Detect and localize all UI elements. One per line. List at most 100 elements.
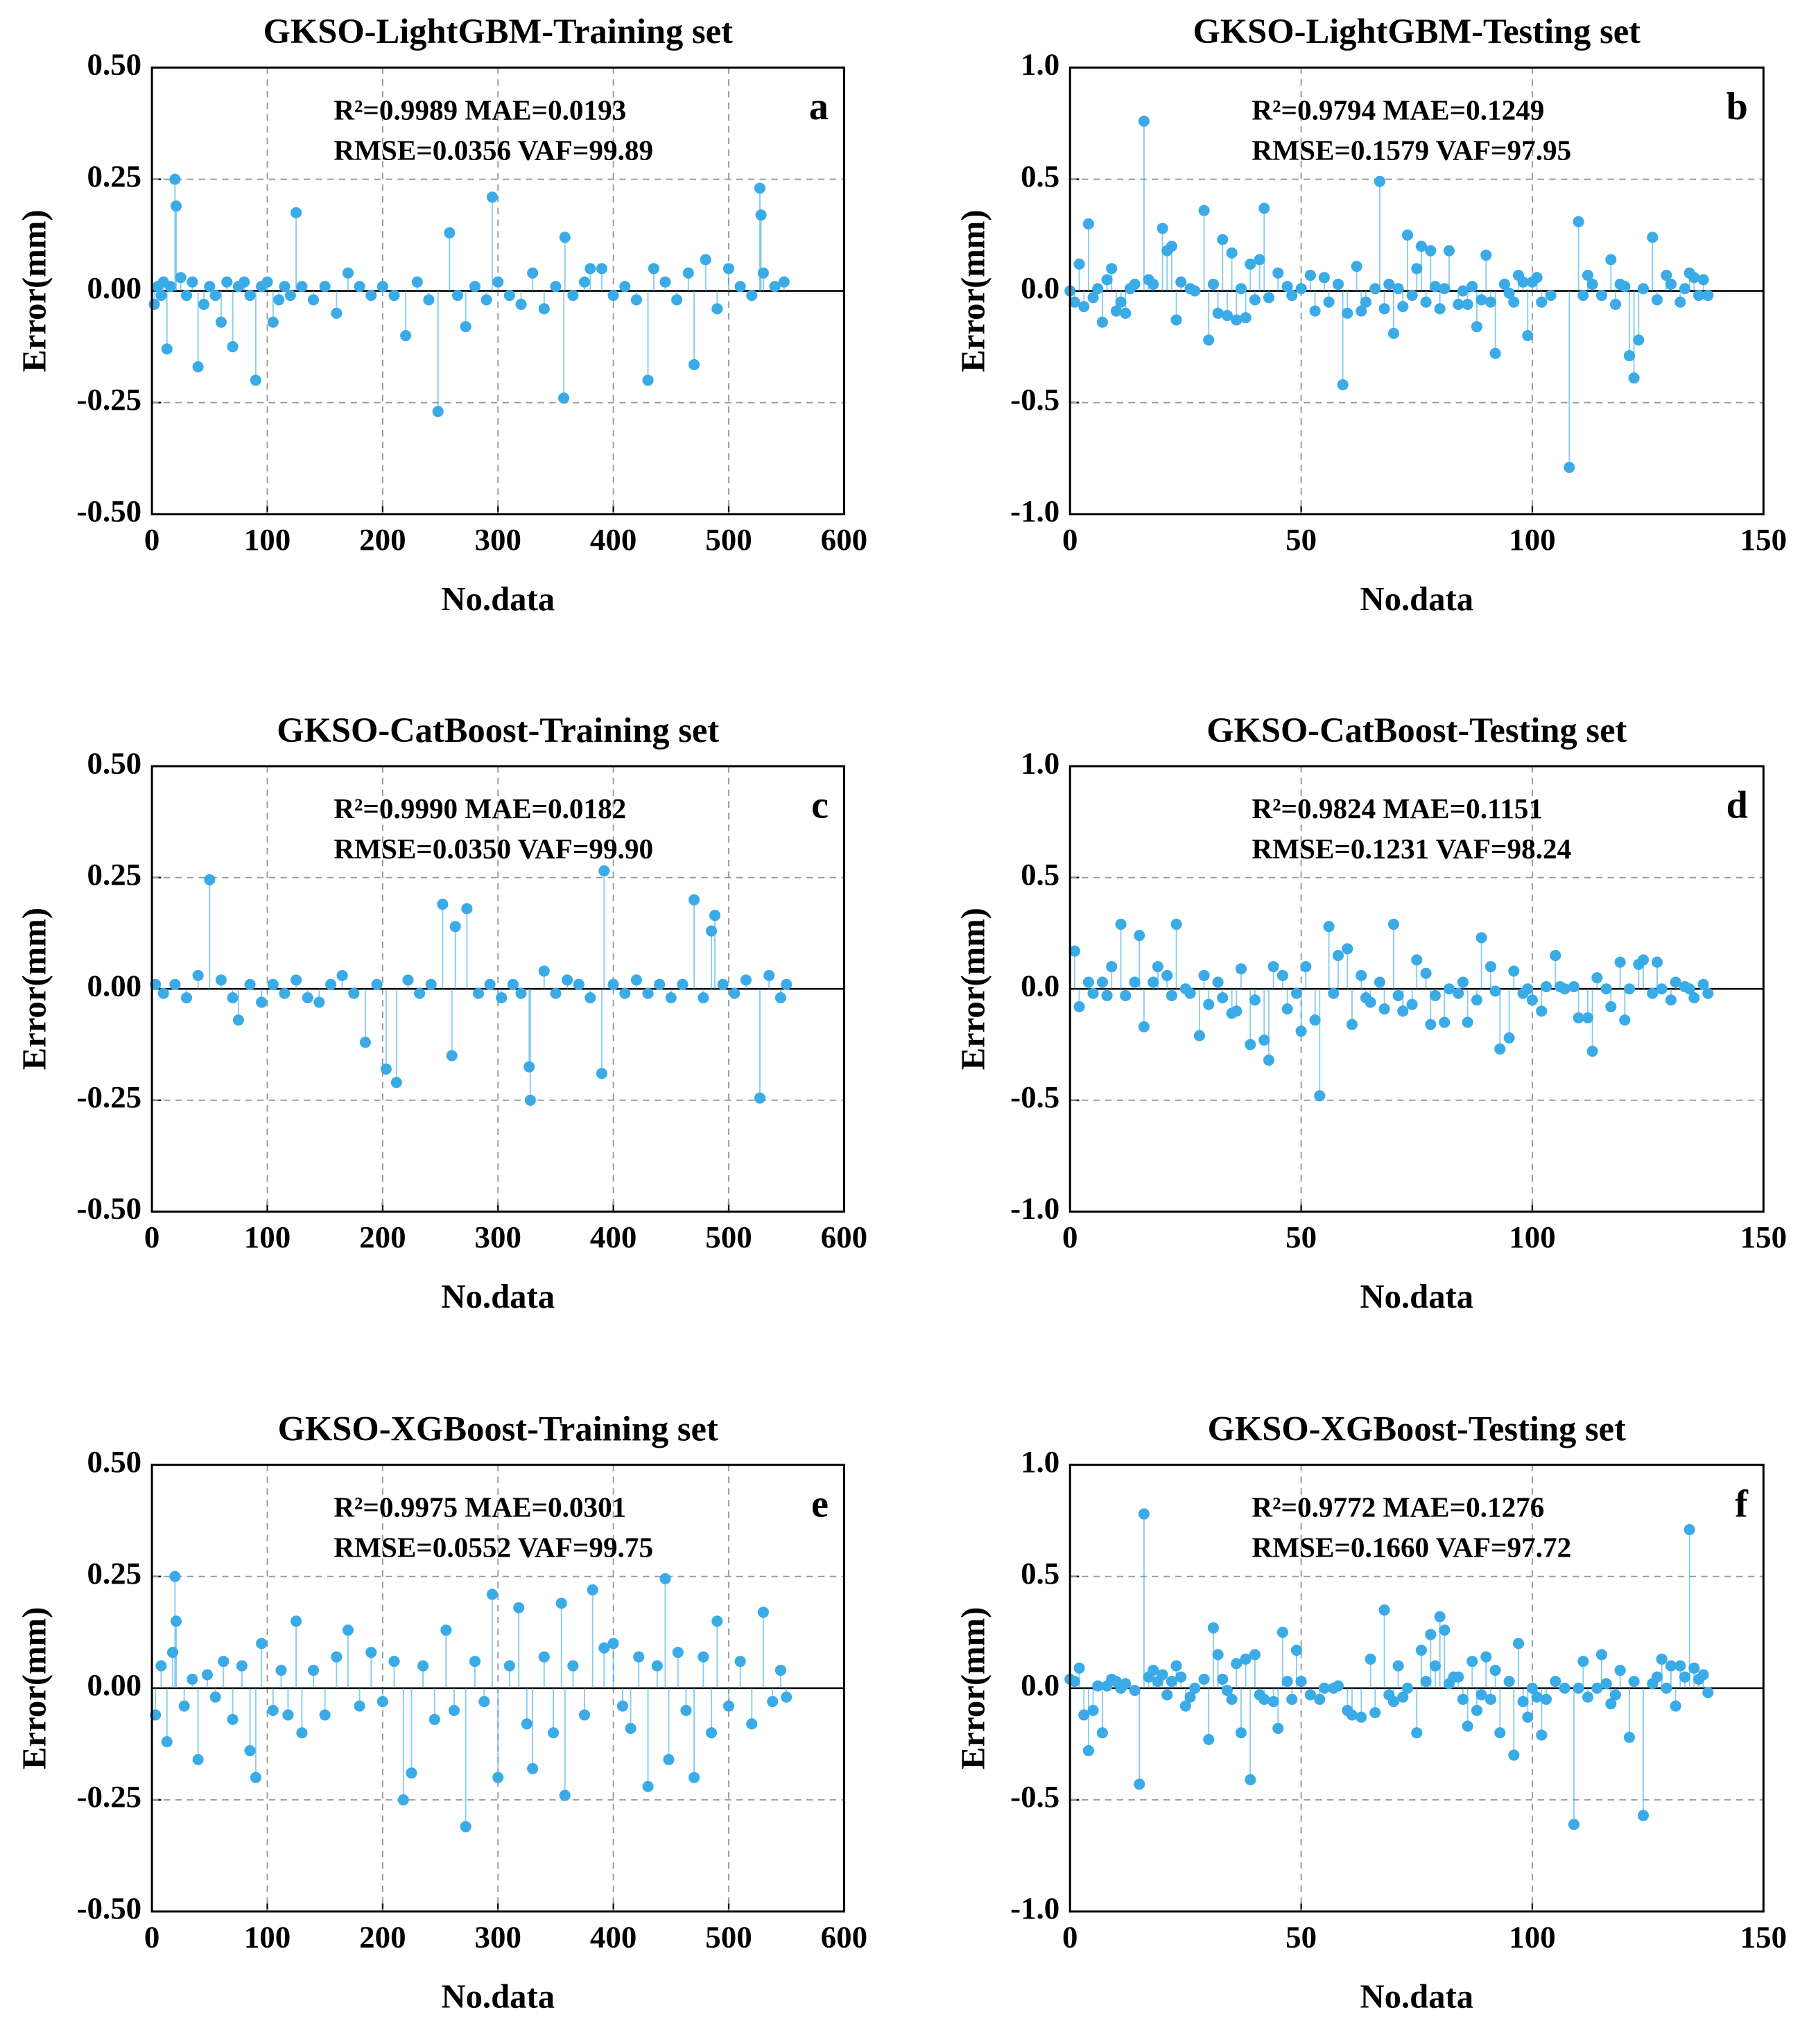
point bbox=[633, 1651, 645, 1663]
point bbox=[227, 992, 239, 1004]
x-axis-label: No.data bbox=[1360, 1977, 1473, 2015]
metric-annotation: R²=0.9990 MAE=0.0182 bbox=[334, 793, 626, 824]
point bbox=[1401, 229, 1414, 241]
point bbox=[1342, 307, 1353, 319]
point bbox=[244, 1744, 256, 1757]
point bbox=[1217, 1673, 1229, 1685]
y-axis-label: Error(mm) bbox=[15, 908, 53, 1070]
point bbox=[244, 289, 256, 302]
point bbox=[1475, 932, 1487, 944]
point bbox=[1439, 1016, 1451, 1028]
point bbox=[1665, 278, 1677, 290]
x-tick-label: 300 bbox=[475, 1220, 521, 1254]
point bbox=[1661, 1682, 1672, 1694]
point bbox=[365, 289, 377, 302]
point bbox=[1226, 247, 1238, 259]
point bbox=[1106, 263, 1118, 275]
point bbox=[1258, 1693, 1270, 1705]
point bbox=[336, 969, 348, 982]
panel-title: GKSO-LightGBM-Training set bbox=[263, 12, 733, 51]
metric-annotation: RMSE=0.1231 VAF=98.24 bbox=[1252, 833, 1571, 865]
point bbox=[1078, 1709, 1090, 1721]
point bbox=[1425, 1629, 1437, 1640]
point bbox=[1231, 314, 1243, 326]
metric-annotation: RMSE=0.1579 VAF=97.95 bbox=[1252, 135, 1571, 166]
panel-title: GKSO-CatBoost-Testing set bbox=[1206, 711, 1627, 750]
plot-frame bbox=[1068, 1464, 1765, 1913]
point bbox=[365, 1647, 377, 1658]
y-tick-label: -0.25 bbox=[77, 1080, 142, 1114]
point bbox=[319, 1709, 331, 1721]
point bbox=[616, 1700, 628, 1712]
x-tick-label: 600 bbox=[821, 1919, 867, 1954]
point bbox=[781, 978, 793, 990]
point bbox=[1586, 1046, 1598, 1057]
point bbox=[1508, 296, 1520, 308]
point bbox=[1286, 1693, 1298, 1705]
point bbox=[1489, 985, 1501, 997]
point bbox=[461, 903, 473, 915]
point bbox=[428, 1713, 440, 1725]
point bbox=[1679, 283, 1691, 295]
y-tick-label: -0.50 bbox=[77, 494, 142, 528]
point bbox=[273, 294, 285, 306]
point bbox=[578, 276, 591, 288]
point bbox=[1318, 1682, 1330, 1694]
point bbox=[1420, 296, 1432, 308]
point bbox=[1082, 1744, 1094, 1757]
point bbox=[192, 361, 204, 373]
point bbox=[648, 263, 659, 275]
point bbox=[1420, 1676, 1432, 1688]
x-tick-label: 0 bbox=[1062, 1220, 1077, 1254]
point bbox=[734, 1656, 746, 1668]
point bbox=[630, 294, 642, 306]
point bbox=[1564, 462, 1575, 474]
point bbox=[1304, 269, 1316, 282]
point bbox=[388, 289, 400, 302]
point bbox=[1170, 314, 1182, 326]
point bbox=[705, 1727, 718, 1739]
point bbox=[755, 209, 767, 221]
point bbox=[1600, 1678, 1612, 1690]
point bbox=[682, 267, 694, 279]
point bbox=[1550, 1676, 1561, 1688]
point bbox=[192, 969, 204, 982]
x-axis-label: No.data bbox=[441, 1977, 555, 2015]
point bbox=[227, 1713, 239, 1725]
point bbox=[1087, 292, 1099, 304]
point bbox=[1453, 1671, 1464, 1683]
point bbox=[380, 1063, 392, 1075]
point bbox=[1235, 283, 1247, 295]
point bbox=[1489, 1664, 1501, 1677]
point bbox=[478, 1696, 490, 1708]
point bbox=[169, 173, 181, 185]
point bbox=[481, 294, 492, 306]
point bbox=[1633, 334, 1645, 346]
point bbox=[1494, 1043, 1506, 1055]
point bbox=[267, 1704, 279, 1717]
point bbox=[1568, 980, 1580, 993]
point bbox=[1429, 989, 1442, 1001]
point bbox=[492, 276, 504, 288]
point bbox=[1484, 1693, 1497, 1705]
point bbox=[659, 276, 671, 288]
point bbox=[515, 987, 527, 999]
point bbox=[1226, 1693, 1238, 1705]
point bbox=[1619, 1014, 1631, 1026]
point bbox=[1651, 956, 1663, 968]
y-axis-label: Error(mm) bbox=[955, 209, 992, 372]
point bbox=[1314, 1693, 1326, 1705]
point bbox=[1480, 249, 1492, 261]
point bbox=[215, 974, 227, 986]
point bbox=[250, 374, 261, 386]
point bbox=[709, 910, 721, 921]
point bbox=[1286, 289, 1298, 302]
metric-annotation: RMSE=0.1660 VAF=97.72 bbox=[1252, 1532, 1571, 1564]
point bbox=[161, 1736, 173, 1748]
point bbox=[1605, 1698, 1617, 1710]
panel: -0.50 -0.25 0.00 0.25 0.50 0 100 200 300 400 500 60… bbox=[15, 1409, 867, 2015]
y-axis-label: Error(mm) bbox=[15, 209, 53, 372]
panel-label: a bbox=[809, 85, 829, 128]
x-tick-label: 500 bbox=[705, 1220, 752, 1254]
point bbox=[559, 1790, 571, 1801]
